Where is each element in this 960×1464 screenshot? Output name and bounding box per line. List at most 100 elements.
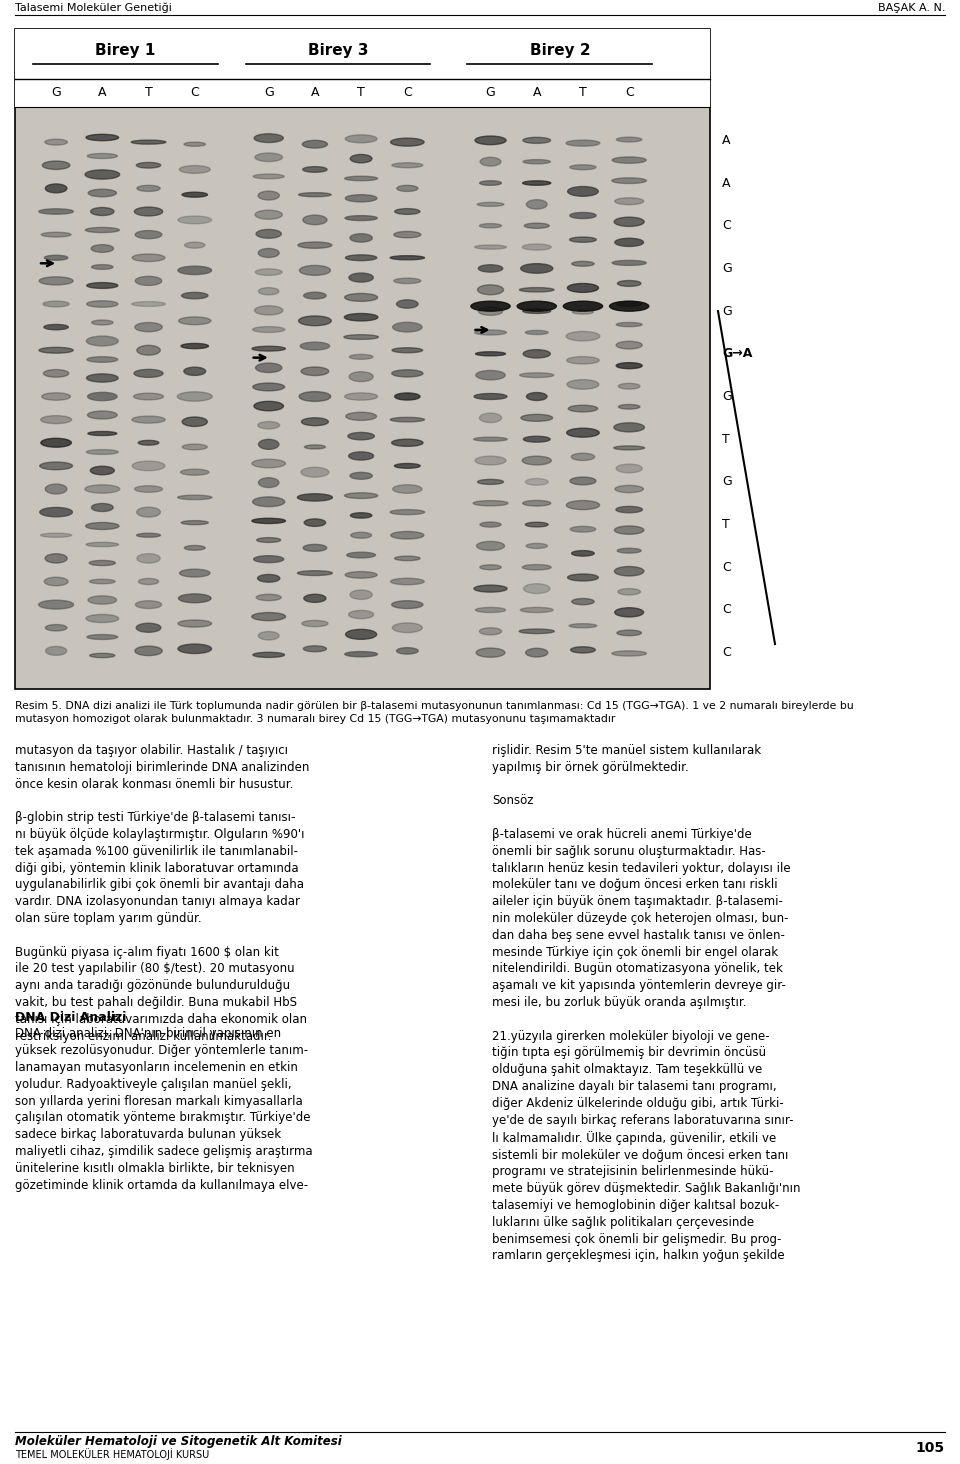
Ellipse shape xyxy=(616,138,642,142)
Ellipse shape xyxy=(87,154,117,158)
Ellipse shape xyxy=(474,329,507,335)
Ellipse shape xyxy=(132,253,165,262)
Ellipse shape xyxy=(254,133,283,142)
Ellipse shape xyxy=(480,565,501,569)
Ellipse shape xyxy=(184,546,205,550)
Ellipse shape xyxy=(178,644,211,653)
Ellipse shape xyxy=(390,417,424,422)
Text: C: C xyxy=(722,603,731,616)
Ellipse shape xyxy=(39,277,73,285)
Ellipse shape xyxy=(395,556,420,561)
Ellipse shape xyxy=(616,322,642,326)
Ellipse shape xyxy=(524,223,549,228)
Ellipse shape xyxy=(525,523,548,527)
Ellipse shape xyxy=(86,337,118,346)
Ellipse shape xyxy=(391,578,424,584)
Ellipse shape xyxy=(346,413,376,420)
Ellipse shape xyxy=(614,239,643,246)
Ellipse shape xyxy=(391,531,424,539)
Ellipse shape xyxy=(91,321,113,325)
Ellipse shape xyxy=(571,550,594,556)
Ellipse shape xyxy=(258,631,279,640)
Ellipse shape xyxy=(298,571,332,575)
Ellipse shape xyxy=(180,165,210,173)
Ellipse shape xyxy=(478,265,503,272)
Ellipse shape xyxy=(566,427,599,438)
Text: C: C xyxy=(722,646,731,659)
Ellipse shape xyxy=(136,533,160,537)
Ellipse shape xyxy=(252,347,285,351)
Ellipse shape xyxy=(86,283,118,288)
Ellipse shape xyxy=(298,242,332,249)
Ellipse shape xyxy=(517,302,557,312)
Ellipse shape xyxy=(519,630,554,634)
Ellipse shape xyxy=(44,255,68,261)
Ellipse shape xyxy=(616,363,642,369)
Ellipse shape xyxy=(300,265,330,275)
Ellipse shape xyxy=(474,586,507,591)
Ellipse shape xyxy=(182,192,207,198)
Ellipse shape xyxy=(258,249,279,258)
Ellipse shape xyxy=(523,138,550,143)
Ellipse shape xyxy=(135,600,161,609)
Ellipse shape xyxy=(252,384,284,391)
Text: Talasemi Moleküler Genetiği: Talasemi Moleküler Genetiği xyxy=(15,3,172,13)
Text: T: T xyxy=(579,86,587,100)
Ellipse shape xyxy=(181,344,208,348)
Ellipse shape xyxy=(256,537,280,543)
Ellipse shape xyxy=(39,508,72,517)
Ellipse shape xyxy=(86,300,118,307)
Ellipse shape xyxy=(252,496,285,507)
Ellipse shape xyxy=(89,561,115,565)
Ellipse shape xyxy=(349,372,373,382)
Ellipse shape xyxy=(258,439,279,449)
Ellipse shape xyxy=(345,493,378,498)
Ellipse shape xyxy=(345,293,377,302)
Ellipse shape xyxy=(475,608,506,612)
Ellipse shape xyxy=(84,485,120,493)
Ellipse shape xyxy=(44,325,68,329)
Text: rişlidir. Resim 5'te manüel sistem kullanılarak
yapılmış bir örnek görülmektedir: rişlidir. Resim 5'te manüel sistem kulla… xyxy=(492,744,801,1262)
Ellipse shape xyxy=(479,224,501,228)
Ellipse shape xyxy=(572,262,594,266)
Ellipse shape xyxy=(570,527,596,531)
Ellipse shape xyxy=(86,449,118,454)
Text: G: G xyxy=(51,86,61,100)
Ellipse shape xyxy=(349,234,372,242)
Ellipse shape xyxy=(298,493,332,501)
Ellipse shape xyxy=(346,255,376,261)
Ellipse shape xyxy=(479,628,502,635)
Ellipse shape xyxy=(85,227,119,233)
Ellipse shape xyxy=(181,521,208,524)
Ellipse shape xyxy=(612,157,646,164)
Ellipse shape xyxy=(616,507,642,512)
Ellipse shape xyxy=(178,619,211,627)
Ellipse shape xyxy=(299,193,331,196)
Text: Birey 2: Birey 2 xyxy=(530,44,590,59)
Ellipse shape xyxy=(88,189,116,196)
Text: C: C xyxy=(722,220,731,233)
Bar xyxy=(15,29,710,690)
Ellipse shape xyxy=(346,571,377,578)
Ellipse shape xyxy=(136,507,160,517)
Ellipse shape xyxy=(525,479,548,485)
Ellipse shape xyxy=(618,384,640,389)
Ellipse shape xyxy=(184,142,205,146)
Ellipse shape xyxy=(178,392,212,401)
Ellipse shape xyxy=(44,577,68,586)
Ellipse shape xyxy=(299,316,331,325)
Text: G→A: G→A xyxy=(722,347,753,360)
Ellipse shape xyxy=(610,302,649,312)
Ellipse shape xyxy=(88,432,117,435)
Ellipse shape xyxy=(614,526,644,534)
Ellipse shape xyxy=(480,180,501,186)
Ellipse shape xyxy=(350,512,372,518)
Ellipse shape xyxy=(569,624,597,628)
Ellipse shape xyxy=(91,265,113,269)
Ellipse shape xyxy=(614,217,644,227)
Ellipse shape xyxy=(255,211,282,220)
Text: A: A xyxy=(533,86,541,100)
Ellipse shape xyxy=(391,138,424,146)
Ellipse shape xyxy=(41,233,71,237)
Ellipse shape xyxy=(184,242,204,249)
